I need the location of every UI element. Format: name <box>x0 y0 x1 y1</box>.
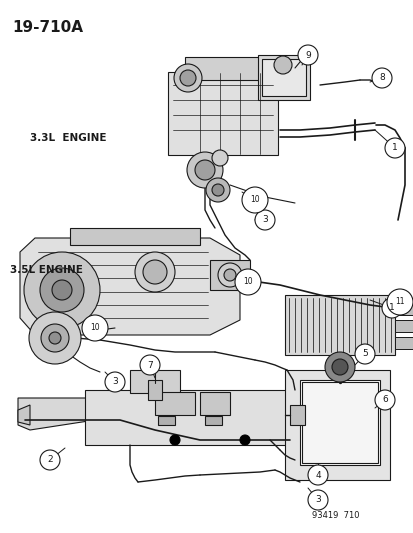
Text: 3.3L  ENGINE: 3.3L ENGINE <box>30 133 106 143</box>
Polygon shape <box>394 320 413 332</box>
Circle shape <box>211 184 223 196</box>
Text: 10: 10 <box>90 324 100 333</box>
Text: 3: 3 <box>261 215 267 224</box>
Text: 3: 3 <box>314 496 320 505</box>
Polygon shape <box>261 59 305 96</box>
Circle shape <box>180 70 195 86</box>
Polygon shape <box>284 370 389 480</box>
Circle shape <box>142 260 166 284</box>
Circle shape <box>374 390 394 410</box>
Polygon shape <box>70 228 199 245</box>
Polygon shape <box>147 380 161 400</box>
Circle shape <box>52 280 72 300</box>
Circle shape <box>29 312 81 364</box>
Circle shape <box>24 252 100 328</box>
Polygon shape <box>209 260 249 290</box>
Circle shape <box>331 359 347 375</box>
Circle shape <box>354 344 374 364</box>
Polygon shape <box>257 55 309 100</box>
Text: 3: 3 <box>112 377 118 386</box>
Text: 10: 10 <box>249 196 259 205</box>
Polygon shape <box>204 416 221 425</box>
Circle shape <box>140 355 159 375</box>
Circle shape <box>371 68 391 88</box>
Circle shape <box>273 56 291 74</box>
Circle shape <box>254 210 274 230</box>
Circle shape <box>40 268 84 312</box>
Circle shape <box>41 324 69 352</box>
Polygon shape <box>394 303 413 315</box>
Circle shape <box>105 372 125 392</box>
Circle shape <box>381 298 401 318</box>
Polygon shape <box>18 405 30 425</box>
Text: 3.5L ENGINE: 3.5L ENGINE <box>10 265 83 275</box>
Circle shape <box>135 252 175 292</box>
Text: 2: 2 <box>47 456 53 464</box>
Text: 4: 4 <box>314 471 320 480</box>
Text: 7: 7 <box>147 360 152 369</box>
Polygon shape <box>299 380 379 465</box>
Text: 5: 5 <box>361 350 367 359</box>
Polygon shape <box>18 398 95 430</box>
Text: 11: 11 <box>394 297 404 306</box>
Circle shape <box>218 263 242 287</box>
Circle shape <box>40 450 60 470</box>
Circle shape <box>195 160 214 180</box>
Circle shape <box>297 45 317 65</box>
Polygon shape <box>130 370 180 393</box>
Polygon shape <box>85 390 339 445</box>
Circle shape <box>240 435 249 445</box>
Polygon shape <box>394 337 413 349</box>
Text: 1: 1 <box>391 143 397 152</box>
Text: 6: 6 <box>381 395 387 405</box>
Polygon shape <box>284 295 394 355</box>
Polygon shape <box>199 392 230 415</box>
Text: 93419  710: 93419 710 <box>312 511 359 520</box>
Polygon shape <box>158 416 175 425</box>
Polygon shape <box>168 72 277 155</box>
Polygon shape <box>154 392 195 415</box>
Circle shape <box>206 178 230 202</box>
Circle shape <box>235 269 260 295</box>
Text: 19-710A: 19-710A <box>12 20 83 35</box>
Circle shape <box>49 332 61 344</box>
Text: 9: 9 <box>304 51 310 60</box>
Circle shape <box>324 352 354 382</box>
Circle shape <box>173 64 202 92</box>
Polygon shape <box>289 405 304 425</box>
Polygon shape <box>301 382 377 463</box>
Polygon shape <box>20 238 240 335</box>
Polygon shape <box>185 57 267 80</box>
Circle shape <box>384 138 404 158</box>
Text: 8: 8 <box>378 74 384 83</box>
Circle shape <box>386 289 412 315</box>
Circle shape <box>223 269 235 281</box>
Circle shape <box>82 315 108 341</box>
Text: 10: 10 <box>242 278 252 287</box>
Circle shape <box>187 152 223 188</box>
Circle shape <box>307 465 327 485</box>
Circle shape <box>170 435 180 445</box>
Circle shape <box>307 490 327 510</box>
Circle shape <box>242 187 267 213</box>
Circle shape <box>211 150 228 166</box>
Text: 1: 1 <box>388 303 394 312</box>
